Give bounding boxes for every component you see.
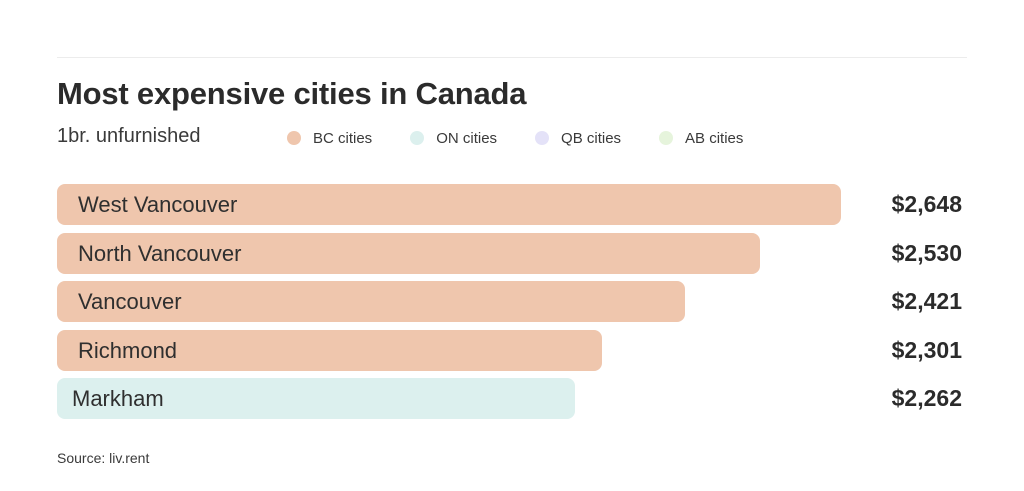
legend-label-bc: BC cities [313,129,373,147]
legend-swatch-qb [535,131,550,145]
legend-item-bc: BC cities [287,130,372,147]
legend-label-ab: AB cities [685,129,744,147]
bar-label: West Vancouver [78,192,238,217]
bar-label: Markham [72,386,164,411]
bar-richmond [57,330,602,371]
source-note: Source: liv.rent [57,450,150,466]
top-divider [57,57,967,58]
chart-title: Most expensive cities in Canada [57,76,527,111]
legend-swatch-on [410,131,425,145]
legend-label-qb: QB cities [561,129,622,147]
legend-swatch-bc [287,131,301,145]
bar-vancouver [57,281,685,322]
bar-north-vancouver [57,233,760,274]
legend-swatch-ab [659,131,674,145]
legend-item-ab: AB cities [659,130,743,147]
bar-value-label: $2,301 [891,337,962,363]
legend-label-on: ON cities [436,129,498,147]
legend-item-on: ON cities [410,130,497,147]
legend: BC cities ON cities QB cities AB cities [287,128,781,148]
bar-label: North Vancouver [78,241,242,266]
bar-value-label: $2,262 [891,385,962,411]
legend-item-qb: QB cities [535,130,621,147]
bar-value-label: $2,530 [891,240,962,266]
bar-label: Vancouver [78,289,182,314]
bar-value-label: $2,421 [891,288,962,314]
bar-west-vancouver [57,184,841,225]
chart-subtitle: 1br. unfurnished [57,125,201,147]
bar-label: Richmond [78,338,178,363]
bar-value-label: $2,648 [891,191,962,217]
bar-markham [57,378,575,419]
